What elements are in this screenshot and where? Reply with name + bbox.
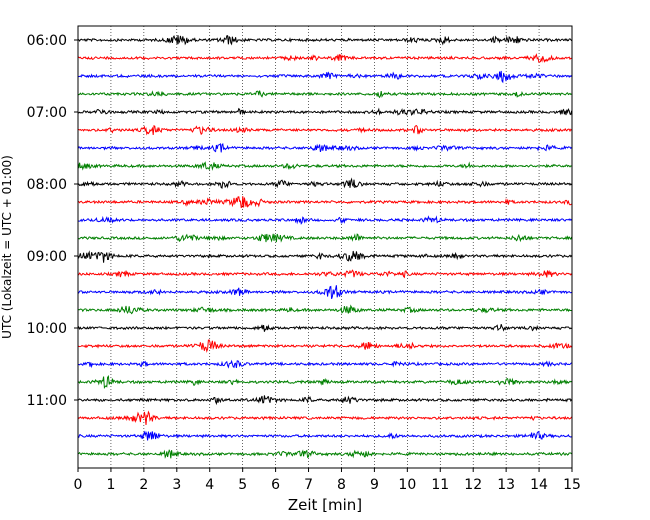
trace-1115 <box>77 410 573 425</box>
y-tick-label: 10:00 <box>27 321 67 337</box>
trace-1100 <box>77 395 573 406</box>
trace-1045 <box>77 375 572 389</box>
x-tick-label: 9 <box>370 477 379 493</box>
y-tick-label: 06:00 <box>27 33 67 49</box>
trace-1130 <box>77 430 572 441</box>
y-tick-label: 11:00 <box>27 393 67 409</box>
trace-1145 <box>77 449 572 459</box>
trace-1015 <box>77 339 573 353</box>
trace-0930 <box>77 285 572 300</box>
trace-0730 <box>77 143 572 153</box>
trace-0845 <box>77 233 573 243</box>
trace-0900 <box>77 250 573 263</box>
x-tick-label: 3 <box>172 477 181 493</box>
x-tick-label: 10 <box>398 477 416 493</box>
x-tick-label: 12 <box>464 477 482 493</box>
trace-0815 <box>77 196 572 209</box>
trace-0700 <box>77 107 573 116</box>
trace-0830 <box>77 215 572 225</box>
trace-0630 <box>77 70 573 84</box>
x-tick-label: 8 <box>337 477 346 493</box>
x-tick-label: 6 <box>271 477 280 493</box>
plot-background <box>78 26 572 468</box>
x-tick-label: 14 <box>530 477 548 493</box>
trace-0915 <box>77 269 573 279</box>
x-tick-label: 7 <box>304 477 313 493</box>
y-axis: 06:00 07:00 08:00 09:00 10:00 11:00 <box>27 33 78 409</box>
x-axis: 0 1 2 3 4 5 6 7 8 9 10 11 12 13 14 15 <box>74 468 581 493</box>
x-axis-label: Zeit [min] <box>288 496 362 514</box>
trace-0715 <box>77 124 572 136</box>
x-tick-label: 2 <box>139 477 148 493</box>
x-tick-label: 15 <box>563 477 581 493</box>
y-tick-label: 08:00 <box>27 177 67 193</box>
trace-1030 <box>77 359 572 369</box>
x-tick-label: 5 <box>238 477 247 493</box>
plot-frame <box>77 25 573 469</box>
y-tick-label: 09:00 <box>27 249 67 265</box>
x-tick-label: 1 <box>106 477 115 493</box>
x-tick-label: 11 <box>431 477 449 493</box>
trace-0615 <box>77 53 572 63</box>
y-axis-label: UTC (Lokalzeit = UTC + 01:00) <box>0 155 14 339</box>
y-tick-label: 07:00 <box>27 105 67 121</box>
trace-group <box>77 34 573 459</box>
x-tick-label: 4 <box>205 477 214 493</box>
trace-0945 <box>77 304 572 315</box>
x-tick-label: 0 <box>74 477 83 493</box>
x-tick-label: 13 <box>497 477 515 493</box>
trace-0600 <box>77 34 573 46</box>
trace-1000 <box>77 324 572 332</box>
trace-0745 <box>77 161 572 171</box>
trace-0800 <box>77 177 573 189</box>
trace-0645 <box>77 90 572 99</box>
